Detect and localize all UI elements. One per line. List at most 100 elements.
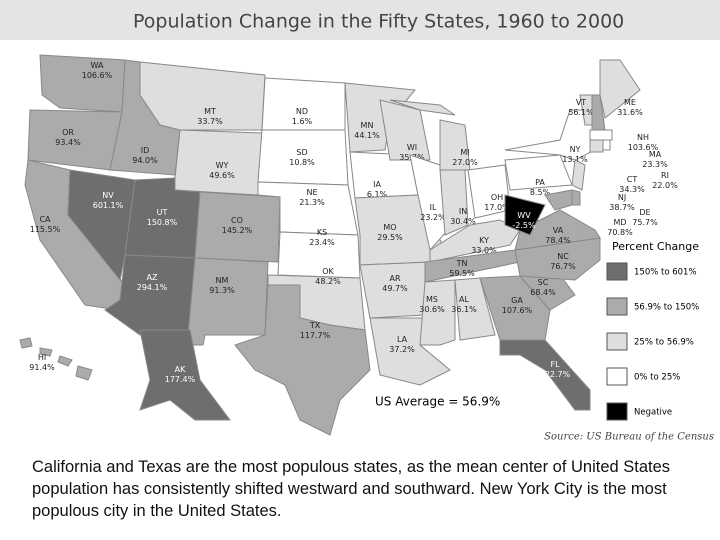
state-abbr: IN: [459, 207, 467, 216]
state: [571, 189, 581, 206]
state-value: 37.2%: [389, 345, 415, 354]
state-abbr: AK: [175, 365, 186, 374]
state-value: 36.1%: [451, 305, 477, 314]
state: [439, 169, 469, 236]
legend-swatch: [606, 367, 628, 386]
state: [39, 54, 126, 113]
state-abbr: OK: [322, 267, 334, 276]
state-abbr: MI: [460, 148, 469, 157]
state-value: 1.6%: [292, 117, 313, 126]
state-value: 22.0%: [652, 181, 678, 190]
state-value: 70.8%: [607, 228, 633, 237]
state-abbr: NM: [216, 276, 229, 285]
state-value: 75.7%: [632, 218, 658, 227]
state-value: 44.1%: [354, 131, 380, 140]
state: [234, 284, 371, 436]
state-abbr: NH: [637, 133, 649, 142]
state-abbr: CT: [627, 175, 638, 184]
state-value: 106.6%: [82, 71, 113, 80]
state-abbr: IL: [430, 203, 437, 212]
state-value: 177.4%: [165, 375, 196, 384]
legend-swatch: [606, 297, 628, 316]
state-value: 107.6%: [502, 306, 533, 315]
state: [589, 139, 604, 153]
state: [514, 209, 601, 251]
legend-title: Percent Change: [612, 240, 699, 253]
state-value: 23.4%: [309, 238, 335, 247]
state-abbr: NE: [306, 188, 317, 197]
state: [67, 169, 136, 282]
state-value: 601.1%: [93, 201, 124, 210]
us-average: US Average = 56.9%: [375, 395, 500, 409]
state-abbr: MO: [383, 223, 396, 232]
state-abbr: OH: [491, 193, 503, 202]
state-abbr: MS: [426, 295, 438, 304]
state: [454, 277, 496, 341]
state: [419, 279, 456, 346]
state-value: 27.0%: [452, 158, 478, 167]
state-value: 33.0%: [471, 246, 497, 255]
state: [544, 189, 573, 211]
state-abbr: CA: [39, 215, 51, 224]
source: Source: US Bureau of the Census: [544, 432, 714, 443]
state-value: 23.2%: [420, 213, 446, 222]
state: [187, 257, 269, 346]
state-value: 103.6%: [628, 143, 659, 152]
state-abbr: VA: [553, 226, 564, 235]
state-value: 145.2%: [222, 226, 253, 235]
state-abbr: WI: [407, 143, 417, 152]
state: [589, 129, 613, 141]
state-abbr: HI: [38, 353, 46, 362]
state-abbr: MD: [613, 218, 626, 227]
state-value: 6.1%: [367, 190, 388, 199]
legend-swatch: [606, 402, 628, 421]
state: [599, 59, 641, 119]
state-value: 31.6%: [617, 108, 643, 117]
state-abbr: AZ: [147, 273, 158, 282]
state-abbr: KS: [317, 228, 327, 237]
state: [499, 339, 591, 411]
state-abbr: WA: [91, 61, 104, 70]
state-value: 34.3%: [619, 185, 645, 194]
state-abbr: AR: [389, 274, 400, 283]
state-abbr: FL: [550, 360, 560, 369]
state: [571, 159, 586, 191]
state-value: 294.1%: [137, 283, 168, 292]
state-abbr: UT: [157, 208, 168, 217]
state-abbr: IA: [373, 180, 381, 189]
state-abbr: ME: [624, 98, 636, 107]
state: [174, 129, 263, 196]
state-value: 76.7%: [550, 262, 576, 271]
state-value: 30.4%: [450, 217, 476, 226]
state-abbr: CO: [231, 216, 243, 225]
state-abbr: NC: [557, 252, 569, 261]
state-abbr: SC: [538, 278, 549, 287]
state-value: 93.4%: [55, 138, 81, 147]
state-value: 23.3%: [642, 160, 668, 169]
state: [504, 109, 596, 161]
legend-label: 0% to 25%: [634, 373, 680, 383]
title-bar: [0, 0, 720, 40]
legend-swatch: [606, 262, 628, 281]
state-abbr: ND: [296, 107, 308, 116]
state-value: 78.4%: [545, 236, 571, 245]
state-value: 13.1%: [562, 155, 588, 164]
state: [504, 194, 546, 236]
legend-label: Negative: [634, 408, 672, 418]
state-abbr: OR: [62, 128, 74, 137]
state-abbr: WY: [216, 161, 229, 170]
state-value: 59.5%: [449, 269, 475, 278]
state-value: 91.3%: [209, 286, 235, 295]
state-abbr: WV: [517, 211, 531, 220]
state-abbr: VT: [576, 98, 586, 107]
state: [379, 99, 431, 161]
state-abbr: TN: [456, 259, 468, 268]
state-abbr: NY: [570, 145, 581, 154]
state-abbr: LA: [397, 335, 408, 344]
state-value: 49.7%: [382, 284, 408, 293]
state: [194, 191, 281, 263]
state-value: 91.4%: [29, 363, 55, 372]
state-abbr: RI: [661, 171, 669, 180]
